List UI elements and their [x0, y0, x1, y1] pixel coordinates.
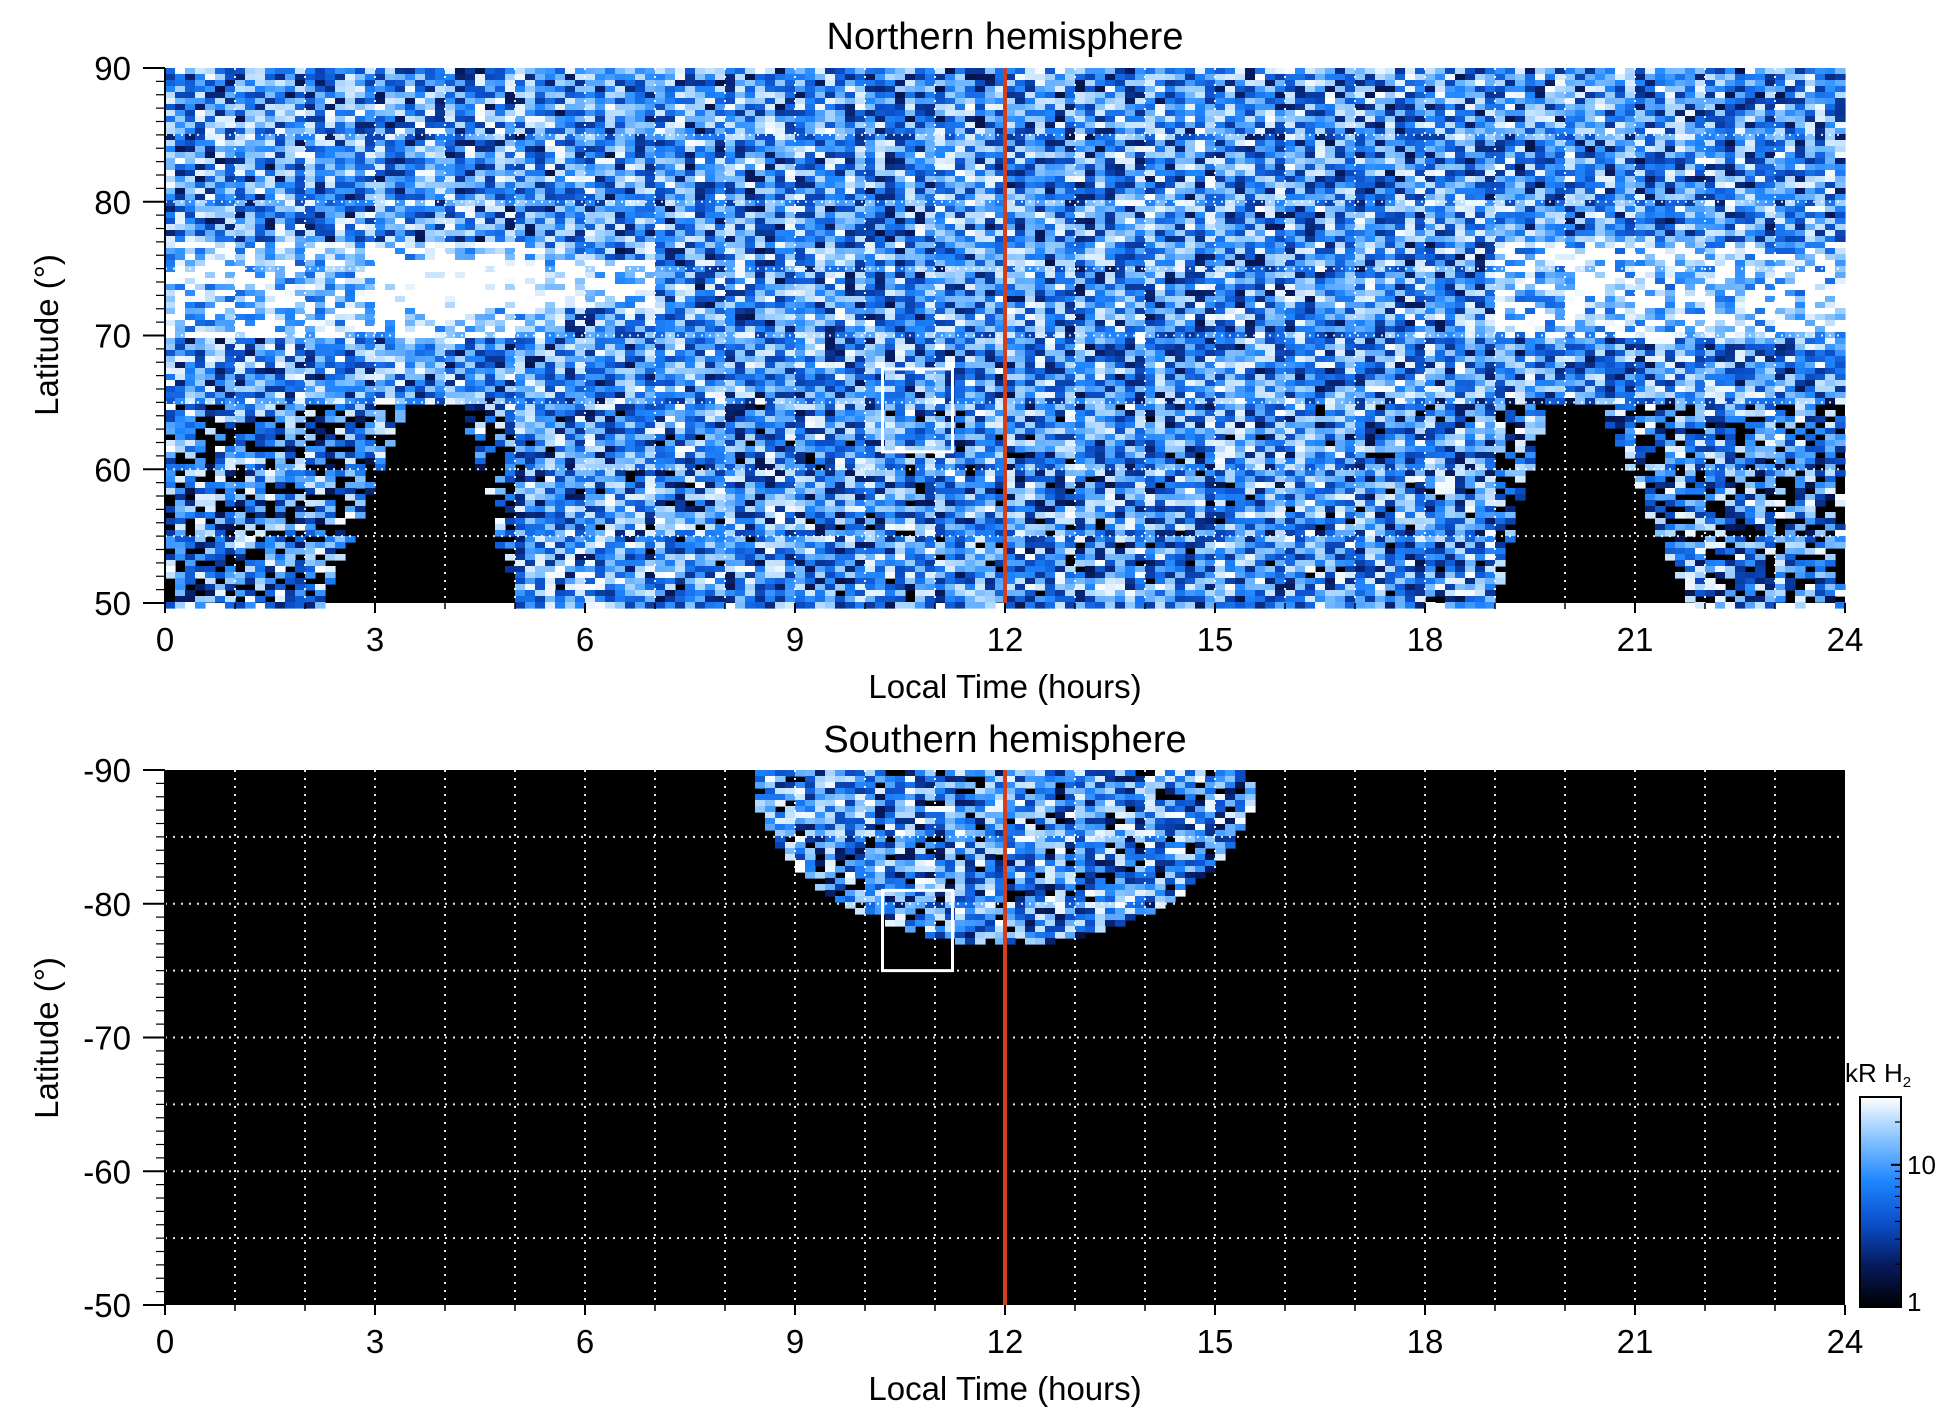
colorbar-label: kR H2 — [1845, 1058, 1911, 1091]
south-x-tick-label: 6 — [576, 1323, 594, 1360]
north-y-tick-label: 90 — [94, 50, 131, 87]
colorbar-label-subscript: 2 — [1903, 1074, 1911, 1091]
north-x-tick-label: 12 — [987, 621, 1024, 658]
colorbar-label-main: kR H — [1845, 1058, 1903, 1088]
north-y-tick-label: 60 — [94, 451, 131, 488]
north-x-tick-label: 9 — [786, 621, 804, 658]
north-axes: 0 3 6 9 12 15 18 21 24 50 60 70 80 90 — [94, 50, 1863, 658]
colorbar-gradient — [1859, 1096, 1902, 1308]
north-x-tick-label: 0 — [156, 621, 174, 658]
south-x-tick-label: 18 — [1407, 1323, 1444, 1360]
south-y-tick-label: -90 — [83, 752, 131, 789]
south-y-tick-label: -70 — [83, 1020, 131, 1057]
north-heatmap — [165, 68, 1846, 609]
north-x-tick-label: 3 — [366, 621, 384, 658]
south-xlabel: Local Time (hours) — [868, 1370, 1141, 1407]
north-selection-box — [881, 367, 954, 454]
north-panel: Northern hemisphere 0 3 6 9 12 15 18 21 24 50 60 70… — [28, 16, 1863, 705]
south-x-tick-label: 24 — [1827, 1323, 1864, 1360]
south-x-tick-label: 0 — [156, 1323, 174, 1360]
south-x-tick-label: 9 — [786, 1323, 804, 1360]
south-panel: Southern hemisphere 0 3 6 9 12 15 18 21 24 -90 -80… — [28, 719, 1863, 1407]
south-ylabel: Latitude (°) — [28, 957, 65, 1119]
south-x-tick-label: 15 — [1197, 1323, 1234, 1360]
north-x-tick-label: 24 — [1827, 621, 1864, 658]
north-x-tick-label: 15 — [1197, 621, 1234, 658]
south-y-tick-label: -60 — [83, 1153, 131, 1190]
north-xlabel: Local Time (hours) — [868, 668, 1141, 705]
colorbar-ticks: 1 10 — [1891, 1096, 1936, 1317]
south-x-tick-label: 21 — [1617, 1323, 1654, 1360]
colorbar-tick-label: 10 — [1907, 1150, 1936, 1180]
south-axes: 0 3 6 9 12 15 18 21 24 -90 -80 -70 -60 -50 — [83, 752, 1863, 1360]
south-x-tick-label: 3 — [366, 1323, 384, 1360]
north-x-tick-label: 6 — [576, 621, 594, 658]
north-y-tick-label: 80 — [94, 184, 131, 221]
colorbar-tick-label: 1 — [1907, 1287, 1921, 1317]
south-heatmap — [755, 770, 1256, 945]
south-selection-box — [881, 888, 954, 973]
north-y-tick-label: 50 — [94, 585, 131, 622]
colorbar: kR H2 1 10 — [1845, 1058, 1936, 1317]
north-x-tick-label: 18 — [1407, 621, 1444, 658]
north-y-tick-label: 70 — [94, 318, 131, 355]
south-y-tick-label: -80 — [83, 886, 131, 923]
south-x-tick-label: 12 — [987, 1323, 1024, 1360]
north-x-tick-label: 21 — [1617, 621, 1654, 658]
north-title: Northern hemisphere — [827, 16, 1184, 58]
south-y-tick-label: -50 — [83, 1287, 131, 1324]
south-title: Southern hemisphere — [823, 719, 1186, 761]
north-ylabel: Latitude (°) — [28, 254, 65, 416]
south-grid — [165, 770, 1845, 1305]
